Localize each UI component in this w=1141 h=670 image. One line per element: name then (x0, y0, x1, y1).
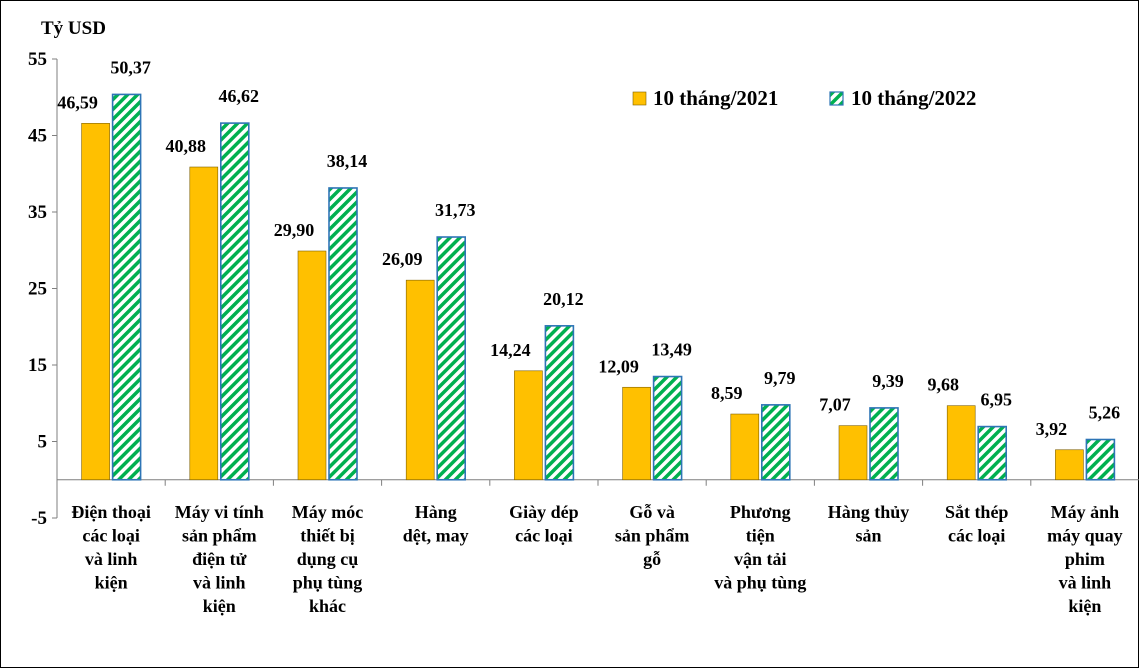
data-label-2022: 5,26 (1089, 403, 1121, 423)
legend-label-2021: 10 tháng/2021 (653, 86, 778, 110)
category-label: Máy vi tính sản phẩm điện tử và linh kiện (175, 502, 264, 616)
bar-2022 (869, 407, 899, 481)
data-label-2021: 7,07 (819, 395, 851, 415)
y-tick-label: 25 (28, 279, 47, 300)
bar-2022 (436, 236, 467, 481)
bar-2021 (81, 123, 110, 481)
legend-label-2022: 10 tháng/2022 (851, 86, 976, 110)
data-label-2021: 12,09 (598, 356, 639, 376)
data-label-2021: 29,90 (274, 220, 315, 240)
data-label-2021: 8,59 (711, 383, 743, 403)
category-label: Điện thoại các loại và linh kiện (71, 502, 151, 593)
bar-2021 (514, 370, 543, 481)
category-label: Gỗ và sản phẩm gỗ (615, 502, 690, 569)
y-tick-label: 55 (28, 49, 47, 70)
bar-2022 (328, 187, 358, 481)
data-label-2022: 46,62 (219, 86, 260, 106)
y-tick-label: 35 (28, 202, 47, 223)
bar-2021 (189, 166, 219, 481)
bar-2022 (111, 93, 142, 481)
category-label: Phương tiện vận tải và phụ tùng (714, 502, 806, 593)
data-label-2022: 20,12 (543, 289, 584, 309)
data-labels: 46,59 50,37 40,88 46,62 29,90 38,14 26,09 31,73… (57, 57, 1120, 438)
data-label-2022: 13,49 (651, 340, 692, 360)
data-label-2022: 50,37 (110, 57, 151, 77)
data-label-2021: 26,09 (382, 249, 423, 269)
bar-2021 (405, 279, 435, 481)
bar-2021 (730, 413, 760, 481)
category-label: Hàng thủy sản (828, 502, 910, 546)
bar-2021 (838, 425, 868, 481)
bar-2022 (544, 325, 575, 481)
category-label: Giày dép các loại (509, 502, 579, 546)
data-label-2021: 9,68 (927, 375, 959, 395)
bar-2022 (220, 122, 250, 481)
axes: 55 45 35 25 15 5 -5 (28, 49, 1139, 529)
legend-swatch-2021 (632, 91, 647, 106)
category-label: Hàng dệt, may (403, 502, 469, 546)
data-label-2021: 46,59 (57, 92, 98, 112)
data-label-2022: 9,79 (764, 368, 796, 388)
data-label-2022: 9,39 (872, 371, 904, 391)
category-label: Máy ảnh máy quay phim và linh kiện (1047, 502, 1123, 616)
bar-2022 (652, 375, 683, 481)
bar-2022 (1085, 438, 1116, 481)
category-label: Máy móc thiết bị dụng cụ phụ tùng khác (292, 502, 363, 616)
bar-2021 (622, 386, 651, 481)
category-label: Sắt thép các loại (945, 502, 1009, 546)
data-label-2021: 40,88 (166, 136, 207, 156)
bar-2022 (977, 425, 1008, 481)
data-label-2022: 31,73 (435, 200, 476, 220)
bars (81, 93, 1116, 481)
bar-2021 (297, 250, 327, 481)
legend-swatch-2022 (829, 91, 844, 106)
data-label-2022: 6,95 (980, 390, 1012, 410)
bar-2022 (760, 404, 791, 481)
data-label-2021: 3,92 (1036, 419, 1068, 439)
y-tick-label: 5 (38, 432, 48, 453)
y-tick-label: 15 (28, 355, 47, 376)
bar-2021 (1055, 449, 1084, 481)
legend: 10 tháng/2021 10 tháng/2022 (632, 86, 976, 110)
bar-2021 (946, 405, 976, 481)
data-label-2022: 38,14 (327, 151, 368, 171)
y-tick-label: -5 (31, 508, 47, 529)
category-labels: Điện thoại các loại và linh kiện Máy vi tính… (71, 502, 1122, 616)
y-tick-label: 45 (28, 126, 47, 147)
data-label-2021: 14,24 (490, 340, 531, 360)
y-axis-unit-label: Tỷ USD (41, 18, 106, 39)
